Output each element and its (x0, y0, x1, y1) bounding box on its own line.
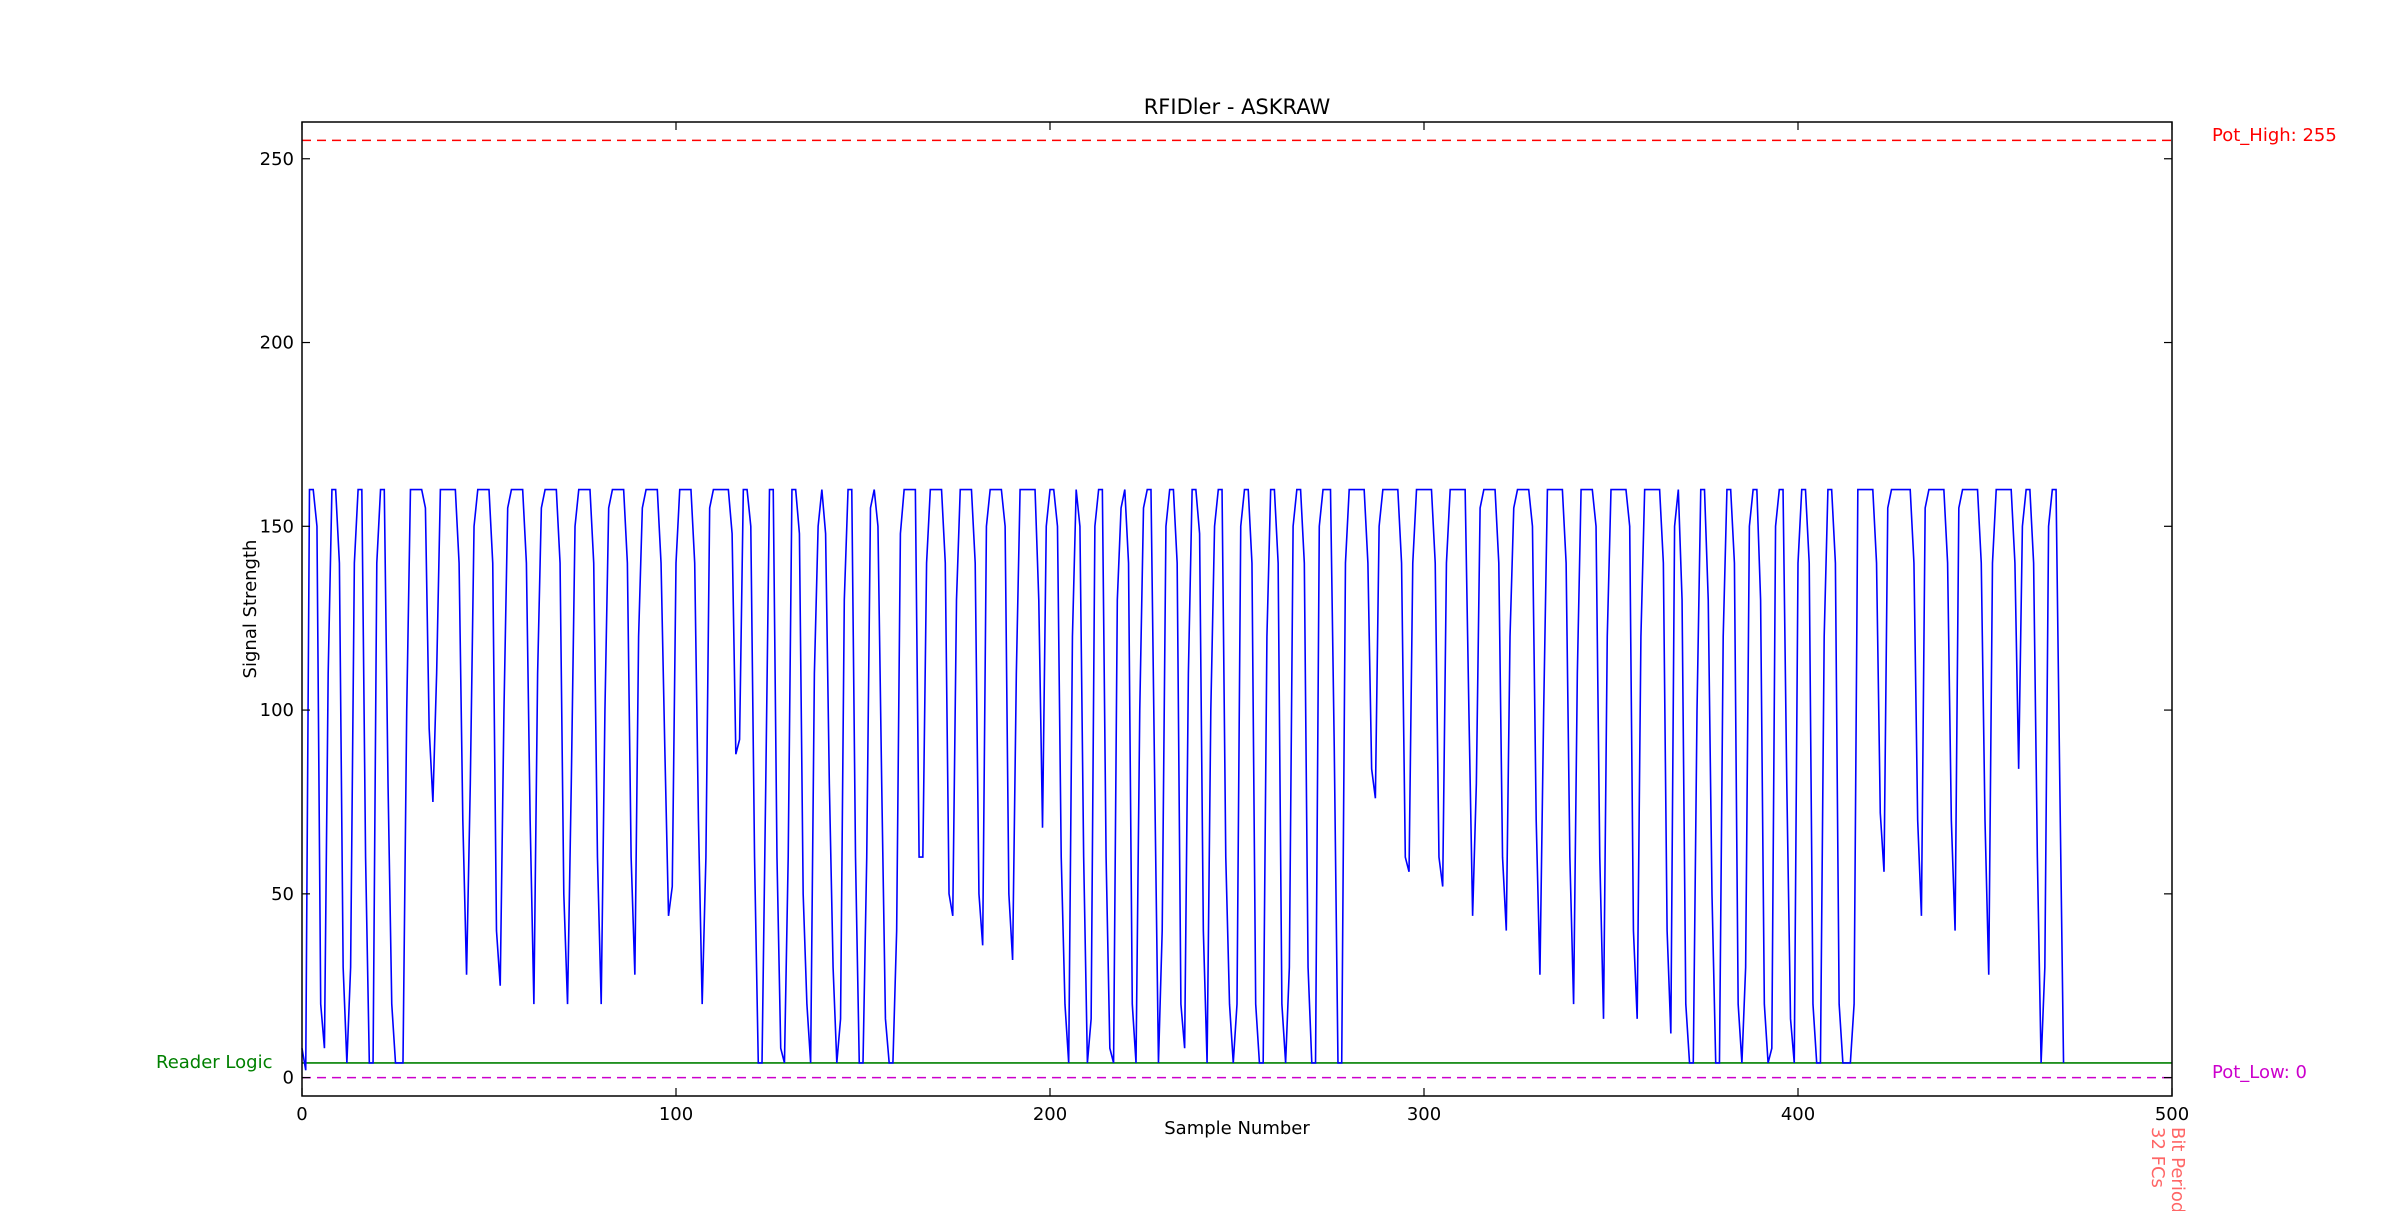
x-tick-label: 100 (659, 1104, 693, 1125)
y-tick-label: 100 (260, 700, 294, 721)
y-tick-label: 200 (260, 333, 294, 354)
pot-low-label: Pot_Low: 0 (2212, 1062, 2307, 1083)
pot-high-label: Pot_High: 255 (2212, 125, 2337, 146)
signal-series-line (301, 488, 2065, 1071)
x-tick-label: 200 (1033, 1104, 1067, 1125)
y-axis-title: Signal Strength (240, 540, 261, 679)
x-tick-label: 300 (1407, 1104, 1441, 1125)
x-tick-label: 500 (2155, 1104, 2189, 1125)
y-tick-label: 0 (283, 1068, 294, 1089)
x-tick-label: 0 (296, 1104, 307, 1125)
x-tick-label: 400 (1781, 1104, 1815, 1125)
y-tick-label: 150 (260, 516, 294, 537)
bit-period-label: Bit Period (2167, 1127, 2188, 1211)
chart-title: RFIDler - ASKRAW (1144, 95, 1331, 119)
y-tick-label: 250 (260, 149, 294, 170)
fc-count-label: 32 FCs (2147, 1127, 2168, 1188)
x-axis-title: Sample Number (1164, 1118, 1310, 1139)
plot-frame (301, 121, 2173, 1097)
reader-logic-label: Reader Logic (156, 1052, 272, 1073)
y-tick-label: 50 (271, 884, 294, 905)
